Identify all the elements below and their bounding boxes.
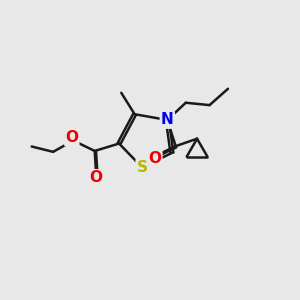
Text: O: O bbox=[148, 151, 161, 166]
Text: N: N bbox=[161, 112, 174, 128]
Text: O: O bbox=[90, 170, 103, 185]
Text: O: O bbox=[65, 130, 78, 145]
Text: S: S bbox=[136, 160, 148, 175]
Text: N: N bbox=[161, 112, 174, 128]
